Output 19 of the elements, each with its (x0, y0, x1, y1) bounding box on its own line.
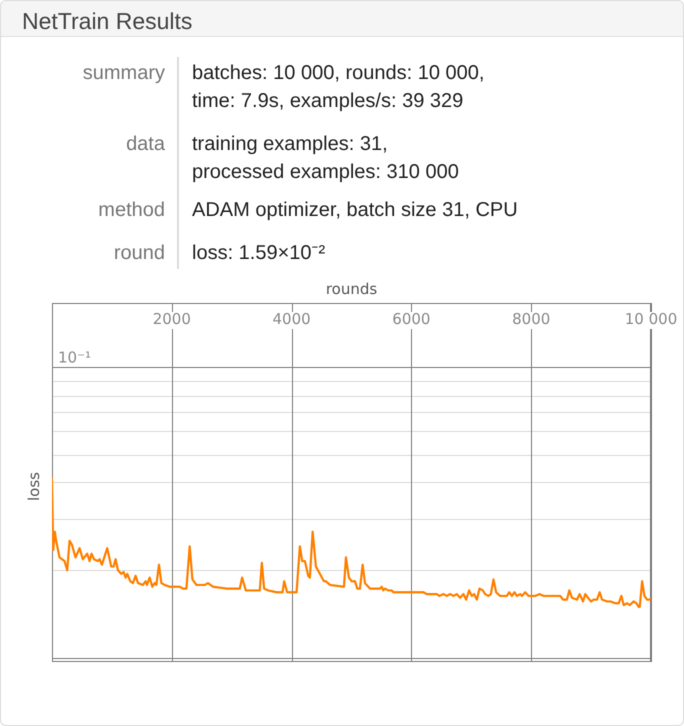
text: training examples: 31, (192, 132, 388, 157)
x-tick-label: 2000 (152, 310, 191, 328)
x-tick-label: 8000 (512, 310, 550, 328)
text: data (125, 132, 165, 157)
text: time: 7.9s, examples/s: 39 329 (192, 88, 464, 114)
x-tick-label: 10 000 (624, 310, 678, 328)
text: method (97, 198, 165, 223)
text: processed examples: 310 000 (192, 160, 459, 184)
y-axis-title: loss (24, 472, 43, 501)
x-tick-label: 4000 (272, 310, 311, 328)
x-axis-title: rounds (326, 280, 378, 298)
text: summary (82, 61, 165, 86)
ref-line-label: 10⁻¹ (58, 348, 92, 367)
chart-title: NetTrain Results (22, 8, 192, 34)
text: loss: 1.59×10⁻² (192, 241, 326, 266)
x-tick-label: 6000 (392, 310, 430, 328)
text: batches: 10 000, rounds: 10 000, (192, 61, 484, 86)
text: ADAM optimizer, batch size 31, CPU (192, 198, 518, 223)
text: round (112, 241, 165, 266)
